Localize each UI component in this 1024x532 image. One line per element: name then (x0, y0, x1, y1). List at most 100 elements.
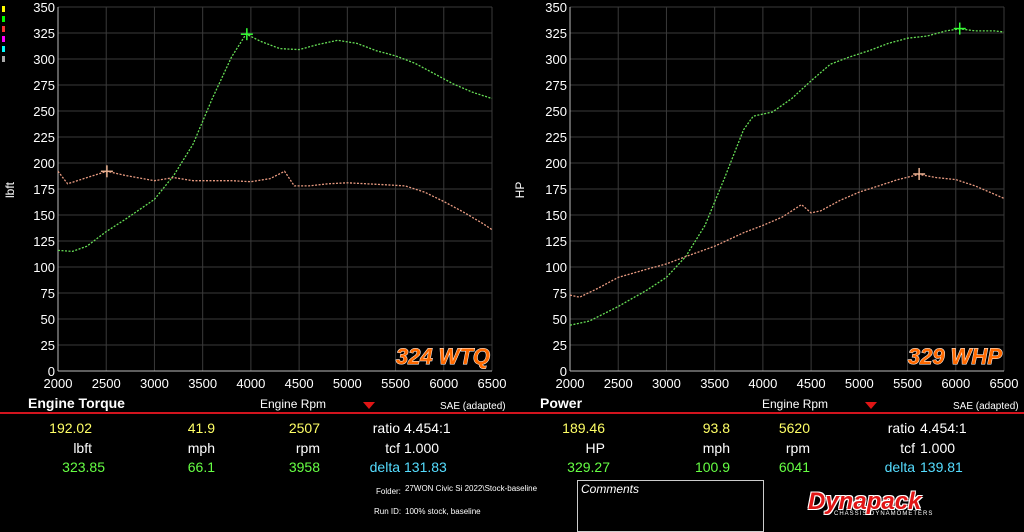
x-tick-label: 6500 (990, 376, 1019, 391)
x-tick-label: 2000 (44, 376, 73, 391)
y-tick-label: 225 (545, 130, 567, 145)
x-tick-label: 3000 (652, 376, 681, 391)
power-r3-rpm: 6041 (778, 459, 810, 475)
power-r2-unit: HP (585, 440, 605, 456)
torque-sae-label: SAE (adapted) (440, 401, 506, 412)
dynapack-logo: Dynapack (808, 488, 922, 515)
torque-r2-rpm-unit: rpm (295, 440, 320, 456)
y-axis-label: lbft (3, 181, 17, 198)
folder-label: Folder: (376, 487, 401, 496)
power-sae-label: SAE (adapted) (953, 401, 1019, 412)
torque-r3-rpm: 3958 (288, 459, 320, 475)
torque-r3-speed: 66.1 (187, 459, 215, 475)
torque-r2-tcf-value: 1.000 (404, 440, 440, 456)
y-tick-label: 25 (553, 338, 567, 353)
x-tick-label: 4000 (748, 376, 777, 391)
series-line-run1 (569, 28, 1005, 326)
y-tick-label: 275 (545, 78, 567, 93)
run-swatch (2, 56, 5, 62)
power-axis-dropdown-icon[interactable] (865, 402, 877, 409)
torque-r3-value: 323.85 (62, 459, 105, 475)
power-header: Power (540, 395, 583, 411)
x-tick-label: 6000 (429, 376, 458, 391)
y-tick-label: 25 (41, 338, 55, 353)
y-tick-label: 150 (33, 208, 55, 223)
dynapack-logo-subtitle: CHASSIS DYNAMOMETERS (834, 511, 934, 517)
power-r1-rpm: 5620 (778, 420, 810, 436)
power-r3-delta-label: delta (884, 459, 915, 475)
x-tick-label: 2500 (604, 376, 633, 391)
torque-r1-ratio-label: ratio (372, 420, 400, 436)
y-tick-label: 0 (560, 364, 567, 379)
run-swatch (2, 26, 5, 32)
series-line-run2 (569, 173, 1005, 298)
peak-badge: 324 WTQ (396, 344, 490, 369)
y-tick-label: 0 (48, 364, 55, 379)
y-tick-label: 100 (545, 260, 567, 275)
torque-chart: 2000 2500 3000 3500 4000 4500 5000 5500 6000 6500… (3, 0, 507, 391)
readout-panel: Engine Torque Engine Rpm SAE (adapted) P… (0, 395, 1024, 518)
power-r3-speed: 100.9 (694, 459, 730, 475)
y-tick-label: 75 (41, 286, 55, 301)
power-r3-value: 329.27 (567, 459, 610, 475)
y-tick-label: 350 (33, 0, 55, 15)
y-tick-label: 300 (545, 52, 567, 67)
separator-line (0, 412, 1024, 415)
x-tick-label: 2000 (556, 376, 585, 391)
torque-r1-value: 192.02 (49, 420, 92, 436)
x-tick-label: 4500 (285, 376, 314, 391)
run-swatch (2, 46, 5, 52)
y-tick-label: 125 (545, 234, 567, 249)
runid-value: 100% stock, baseline (405, 507, 481, 516)
peak-badge: 329 WHP (908, 344, 1002, 369)
x-tick-label: 6500 (478, 376, 507, 391)
y-tick-label: 100 (33, 260, 55, 275)
x-tick-label: 5000 (845, 376, 874, 391)
y-tick-label: 200 (545, 156, 567, 171)
y-tick-label: 50 (41, 312, 55, 327)
y-tick-label: 325 (33, 26, 55, 41)
y-tick-label: 150 (545, 208, 567, 223)
comments-box[interactable]: Comments (577, 480, 764, 532)
power-x-axis-label: Engine Rpm (762, 397, 829, 411)
y-tick-label: 50 (553, 312, 567, 327)
y-tick-label: 250 (33, 104, 55, 119)
torque-axis-dropdown-icon[interactable] (363, 402, 375, 409)
torque-r2-unit: lbft (73, 440, 92, 456)
power-r2-rpm-unit: rpm (785, 440, 810, 456)
torque-x-axis-label: Engine Rpm (260, 397, 327, 411)
run-swatch (2, 36, 5, 42)
run-swatch (2, 6, 5, 12)
torque-r1-speed: 41.9 (187, 420, 215, 436)
y-tick-label: 250 (545, 104, 567, 119)
x-tick-label: 3500 (700, 376, 729, 391)
x-tick-label: 3500 (188, 376, 217, 391)
y-axis-label: HP (513, 182, 527, 199)
y-tick-label: 275 (33, 78, 55, 93)
y-tick-label: 350 (545, 0, 567, 15)
power-r1-value: 189.46 (562, 420, 605, 436)
x-tick-label: 5500 (381, 376, 410, 391)
x-tick-label: 2500 (92, 376, 121, 391)
torque-r1-rpm: 2507 (288, 420, 320, 436)
power-chart: 2000 2500 3000 3500 4000 4500 5000 5500 6000 6500… (513, 0, 1019, 391)
torque-r2-speed-unit: mph (187, 440, 215, 456)
y-tick-label: 325 (545, 26, 567, 41)
torque-r3-delta-label: delta (369, 459, 400, 475)
x-tick-label: 5000 (333, 376, 362, 391)
x-tick-label: 5500 (893, 376, 922, 391)
x-tick-label: 4500 (797, 376, 826, 391)
y-tick-label: 175 (545, 182, 567, 197)
torque-r2-tcf-label: tcf (385, 440, 400, 456)
y-tick-label: 75 (553, 286, 567, 301)
power-r1-ratio-value: 4.454:1 (920, 420, 967, 436)
power-r1-ratio-label: ratio (887, 420, 915, 436)
run-swatch (2, 16, 5, 22)
y-tick-label: 225 (33, 130, 55, 145)
power-r1-speed: 93.8 (702, 420, 730, 436)
x-tick-label: 6000 (941, 376, 970, 391)
y-tick-label: 200 (33, 156, 55, 171)
power-r2-tcf-label: tcf (900, 440, 915, 456)
y-tick-label: 125 (33, 234, 55, 249)
y-tick-label: 175 (33, 182, 55, 197)
